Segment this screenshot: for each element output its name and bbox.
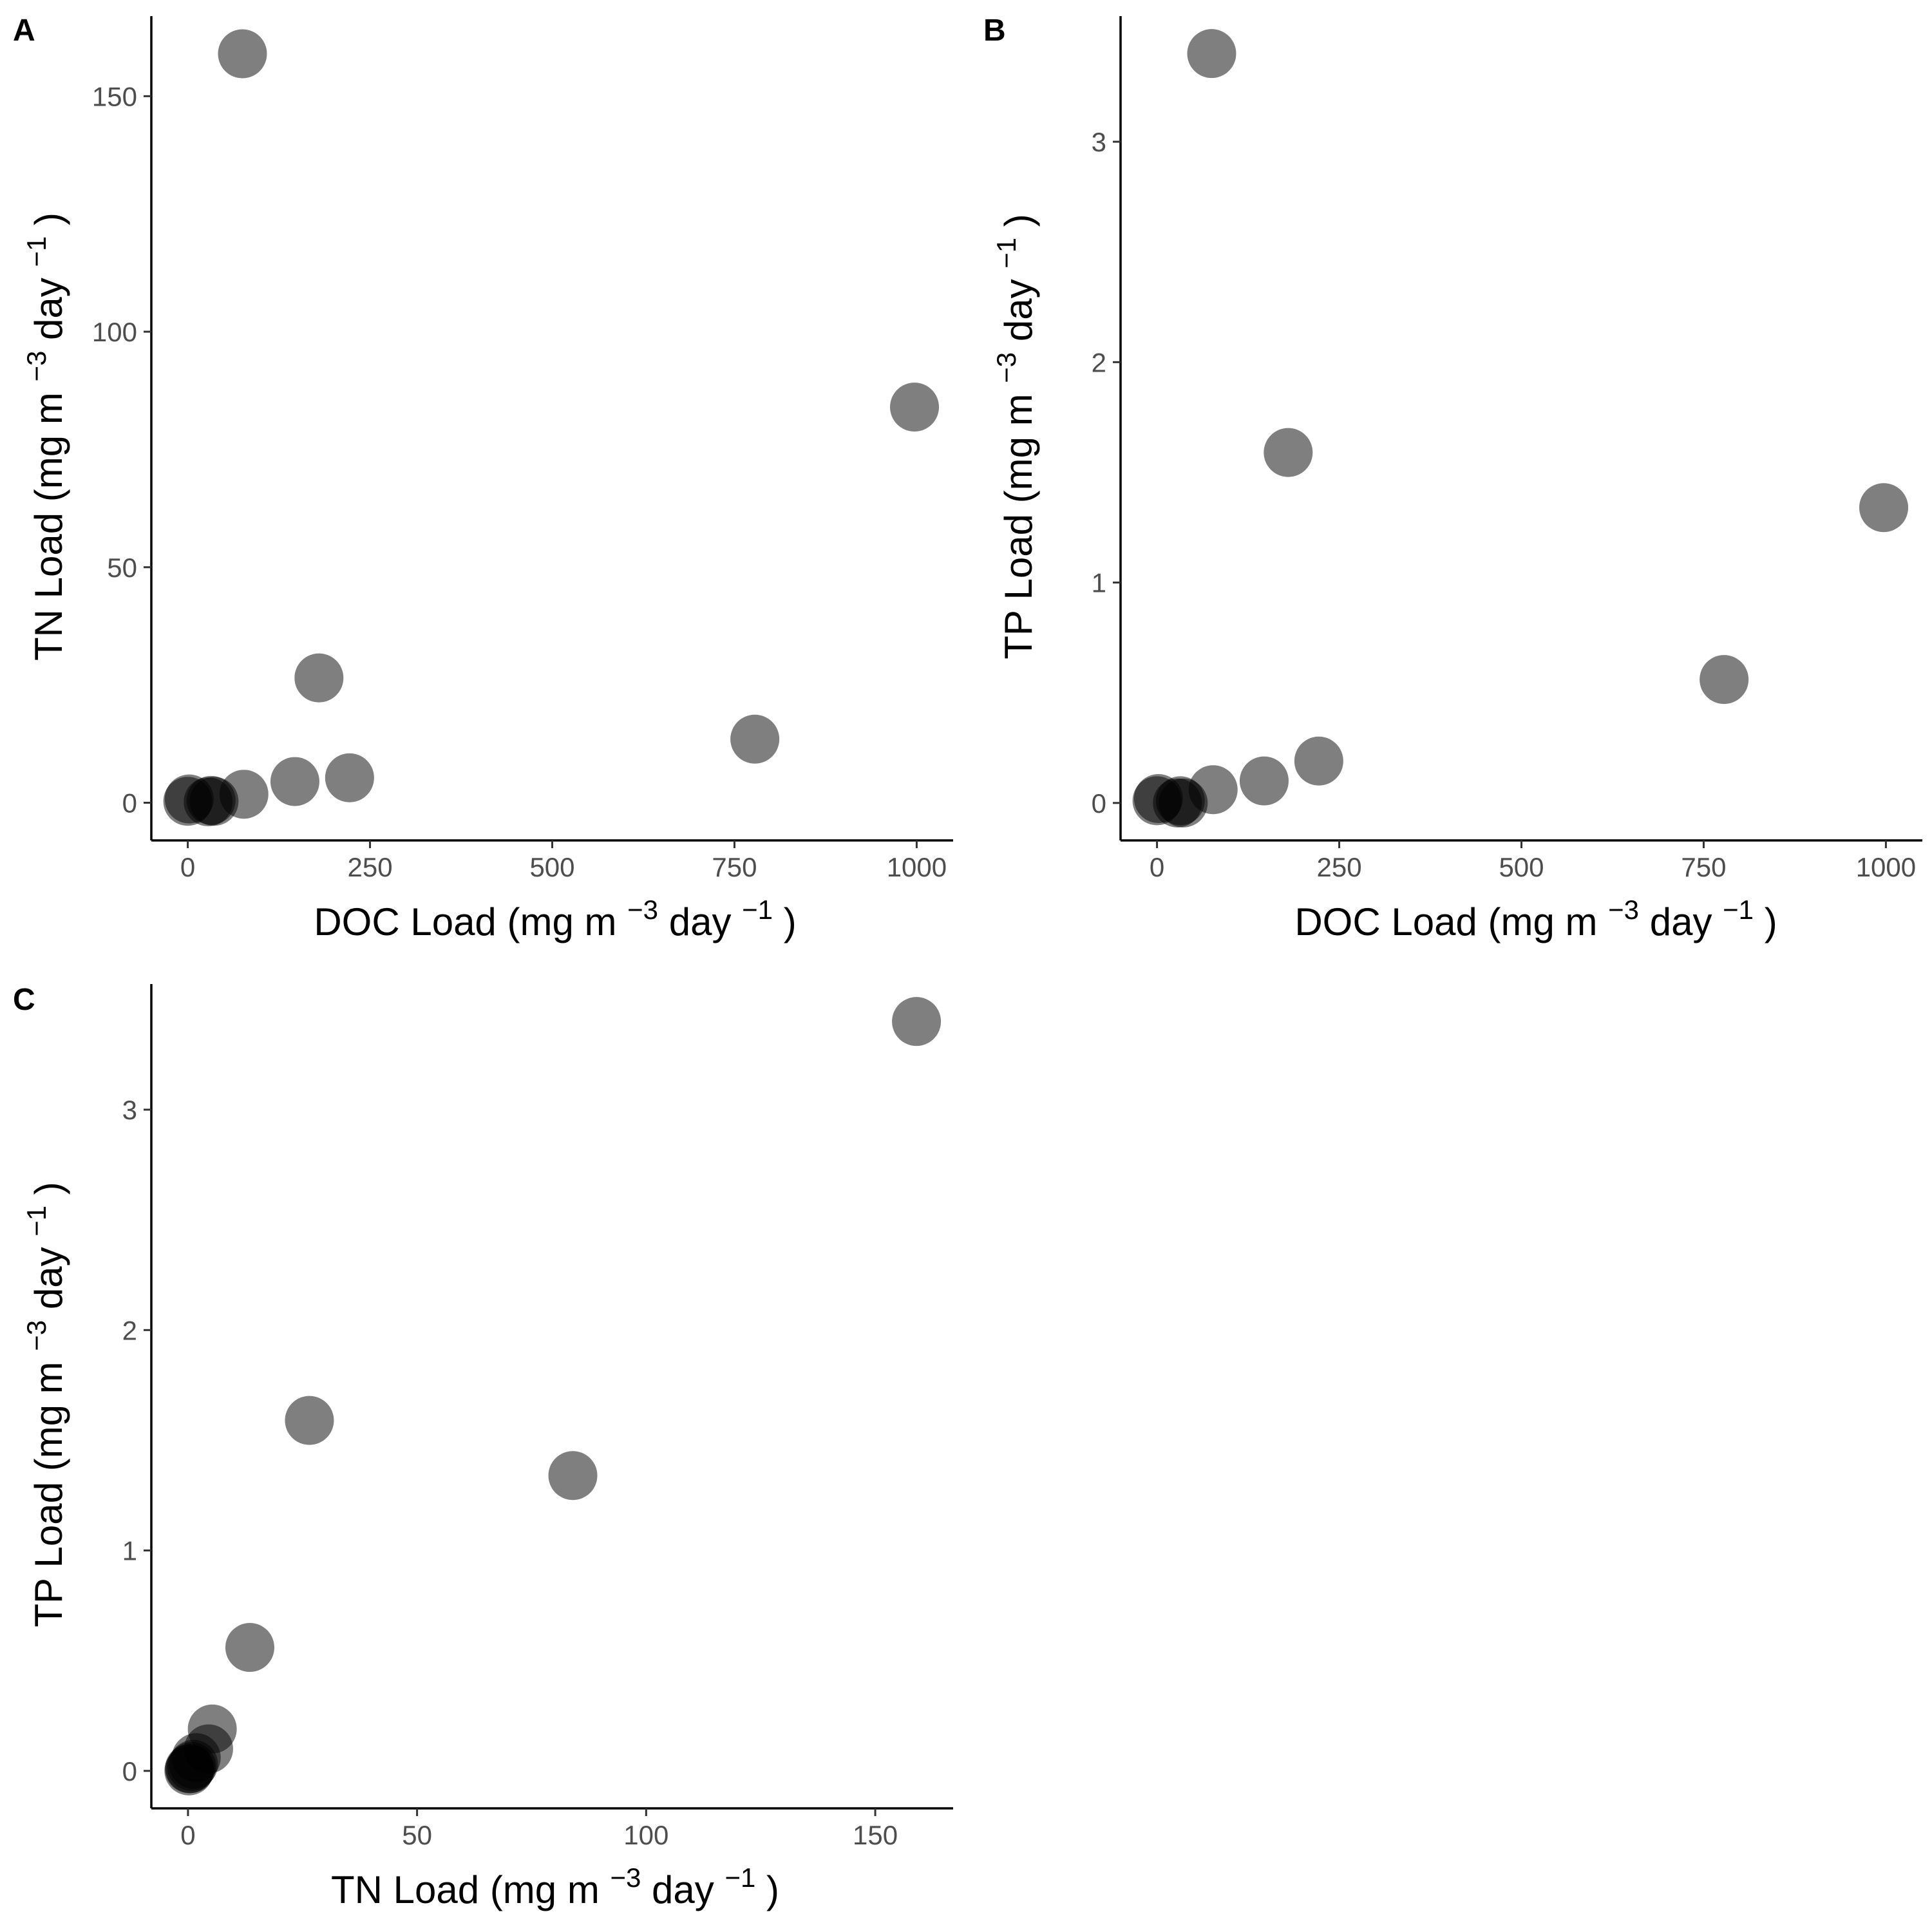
panel-a-x-tick-label-3: 750	[712, 852, 757, 882]
panel-b-point-5	[1188, 765, 1238, 815]
panel-a-plot: 0 250 500 750 1000 0 50 100 150	[92, 16, 953, 882]
panel-c-point-8	[225, 1623, 274, 1672]
panel-a-y-axis-title: TN Load (mg m −3 day −1 )	[11, 213, 70, 661]
panel-b-point-8	[1264, 428, 1313, 477]
panel-c-point-7	[187, 1704, 237, 1754]
panel-a-x-tick-label-0: 0	[180, 852, 195, 882]
panel-c-point-11	[892, 997, 942, 1046]
panel-b-y-tick-label-1: 1	[1092, 568, 1106, 598]
panel-c: C 0 50 100 150 0 1 2 3 TN Load (mg m −3 day −1 …	[11, 983, 953, 1911]
panel-c-tag: C	[13, 983, 35, 1017]
panel-b-x-axis-title-main: DOC Load	[1294, 900, 1477, 943]
panel-c-x-tick-label-3: 150	[853, 1820, 898, 1850]
panel-c-plot: 0 50 100 150 0 1 2 3	[122, 984, 953, 1850]
panel-a-point-10	[730, 714, 780, 764]
panel-a-x-tick-label-2: 500	[529, 852, 574, 882]
panel-c-x-axis-title-main: TN Load	[331, 1868, 479, 1911]
panel-b-x-tick-label-1: 250	[1317, 852, 1362, 882]
panel-a-point-9	[325, 753, 374, 802]
panel-c-y-tick-label-1: 1	[122, 1536, 137, 1566]
panel-c-y-tick-label-0: 0	[122, 1756, 137, 1786]
panel-b-y-tick-label-3: 3	[1092, 127, 1106, 157]
panel-a-point-11	[890, 383, 940, 432]
panel-b-x-tick-label-0: 0	[1150, 852, 1164, 882]
panel-b: B 0 250 500 750 1000 0 1 2 3 DOC Load (mg m −3 d…	[981, 14, 1922, 943]
panel-a-x-tick-label-1: 250	[348, 852, 393, 882]
panel-b-x-tick-label-2: 500	[1499, 852, 1544, 882]
panel-b-point-9	[1294, 736, 1343, 786]
panel-b-tag: B	[983, 14, 1006, 48]
panel-c-point-10	[548, 1451, 598, 1501]
panel-b-y-tick-label-0: 0	[1092, 788, 1106, 819]
panel-c-y-tick-label-3: 3	[122, 1095, 137, 1125]
panel-a-y-tick-label-0: 0	[122, 788, 137, 818]
panel-b-point-10	[1700, 655, 1749, 705]
panel-a-point-7	[270, 757, 319, 806]
panel-b-x-axis-title: DOC Load (mg m −3 day −1 )	[1294, 884, 1777, 943]
panel-b-y-tick-label-2: 2	[1092, 347, 1106, 377]
panel-b-point-11	[1859, 483, 1909, 533]
panel-a-x-axis-title-main: DOC Load	[314, 900, 496, 943]
panel-b-y-axis-title-main: TP Load	[997, 514, 1040, 659]
panel-c-x-tick-label-1: 50	[402, 1820, 432, 1850]
panel-a-y-tick-label-2: 100	[92, 317, 137, 347]
panel-b-point-6	[1187, 29, 1236, 79]
panel-c-x-tick-label-2: 100	[623, 1820, 668, 1850]
panel-b-y-axis-title: TP Load (mg m −3 day −1 )	[981, 214, 1040, 659]
panel-a-y-tick-label-1: 50	[107, 553, 137, 583]
panel-c-y-axis-title: TP Load (mg m −3 day −1 )	[11, 1182, 70, 1627]
panel-a-y-axis-title-main: TN Load	[27, 513, 70, 661]
panel-c-point-9	[285, 1396, 334, 1445]
panel-c-x-axis-title: TN Load (mg m −3 day −1 )	[331, 1852, 779, 1911]
panel-b-plot: 0 250 500 750 1000 0 1 2 3	[1092, 16, 1922, 882]
panel-a-point-6	[218, 29, 267, 79]
panel-c-y-tick-label-2: 2	[122, 1315, 137, 1345]
panel-a-y-tick-label-3: 150	[92, 81, 137, 111]
panel-b-x-tick-label-3: 750	[1681, 852, 1726, 882]
panel-a-point-8	[294, 653, 344, 703]
panel-b-point-7	[1239, 756, 1289, 806]
panel-a-x-tick-label-4: 1000	[887, 852, 947, 882]
panel-a: A 0 250 500 750 1000 0 50 100 150 DOC Load (mg m…	[11, 14, 953, 943]
panel-a-point-5	[219, 770, 269, 819]
panel-c-x-tick-label-0: 0	[180, 1820, 195, 1850]
panel-c-y-axis-title-main: TP Load	[27, 1482, 70, 1627]
panel-b-x-tick-label-4: 1000	[1856, 852, 1916, 882]
panel-a-tag: A	[13, 14, 35, 48]
panel-a-x-axis-title: DOC Load (mg m −3 day −1 )	[314, 884, 796, 943]
